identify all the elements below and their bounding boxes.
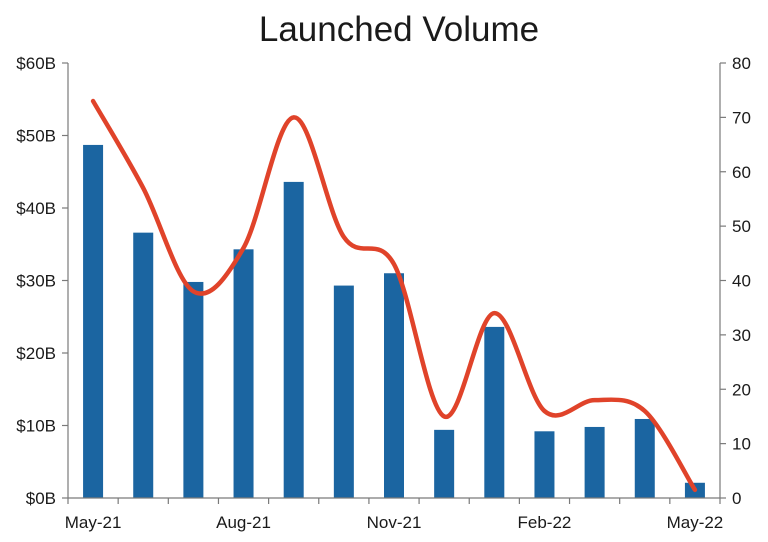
y-left-tick-label: $30B	[16, 272, 56, 291]
bar-Oct-21	[333, 285, 354, 498]
y-right-tick-label: 70	[732, 108, 751, 127]
bar-Feb-22	[534, 431, 555, 498]
y-left-tick-label: $0B	[26, 489, 56, 508]
x-tick-label: May-22	[667, 513, 724, 532]
y-right-tick-label: 10	[732, 435, 751, 454]
y-left-tick-label: $10B	[16, 417, 56, 436]
x-tick-label: Nov-21	[367, 513, 422, 532]
x-tick-label: Aug-21	[216, 513, 271, 532]
bar-Jan-22	[484, 326, 505, 498]
y-right-tick-label: 20	[732, 380, 751, 399]
bar-Aug-21	[233, 249, 254, 498]
y-left-tick-label: $40B	[16, 199, 56, 218]
y-left-tick-label: $50B	[16, 127, 56, 146]
axes: $0B $10B $20B $30B $40B $50B $60B 0 10 20 30 40 50 60…	[16, 54, 751, 532]
line-series	[90, 98, 698, 493]
y-right-tick-label: 50	[732, 217, 751, 236]
y-right-tick-label: 40	[732, 272, 751, 291]
y-right-tick-label: 60	[732, 163, 751, 182]
x-tick-label: May-21	[65, 513, 122, 532]
bar-Jul-21	[183, 281, 204, 498]
chart-title: Launched Volume	[258, 10, 540, 49]
bar-Nov-21	[384, 273, 404, 498]
bar-Jun-21	[133, 232, 154, 498]
y-right-tick-label: 30	[732, 326, 751, 345]
bar-May-21	[83, 144, 104, 499]
bar-series	[83, 144, 705, 499]
y-right-tick-label: 80	[732, 54, 751, 73]
line-path	[90, 98, 698, 493]
bar-Mar-22	[584, 426, 605, 498]
x-tick-label: Feb-22	[518, 513, 572, 532]
bar-Apr-22	[634, 418, 655, 498]
bar-Dec-21	[434, 429, 455, 498]
bar-Sep-21	[283, 181, 304, 498]
y-right-tick-label: 0	[732, 489, 741, 508]
y-left-tick-label: $60B	[16, 54, 56, 73]
y-left-tick-label: $20B	[16, 344, 56, 363]
